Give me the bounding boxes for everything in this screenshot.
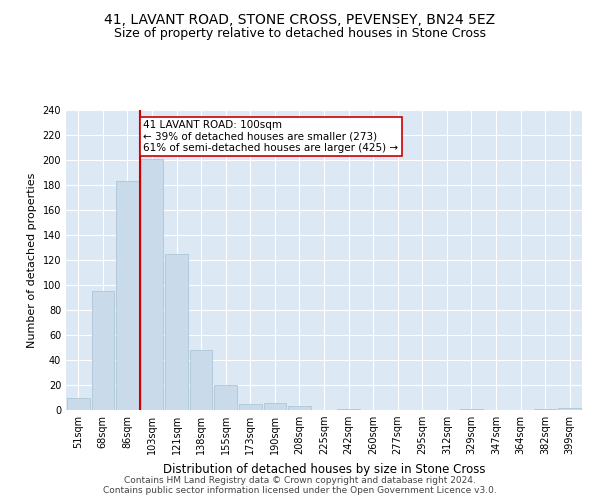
Bar xyxy=(92,291,114,410)
Bar xyxy=(67,398,89,410)
Text: Contains public sector information licensed under the Open Government Licence v3: Contains public sector information licen… xyxy=(103,486,497,495)
Bar xyxy=(559,408,581,410)
Bar xyxy=(116,181,139,410)
Bar xyxy=(337,409,360,410)
Text: 41 LAVANT ROAD: 100sqm
← 39% of detached houses are smaller (273)
61% of semi-de: 41 LAVANT ROAD: 100sqm ← 39% of detached… xyxy=(143,120,398,153)
Bar xyxy=(214,385,237,410)
Bar xyxy=(288,406,311,410)
Bar xyxy=(534,409,556,410)
Text: Contains HM Land Registry data © Crown copyright and database right 2024.: Contains HM Land Registry data © Crown c… xyxy=(124,476,476,485)
Bar xyxy=(460,409,483,410)
Bar xyxy=(263,402,286,410)
Bar xyxy=(140,159,163,410)
Bar xyxy=(190,350,212,410)
Text: Size of property relative to detached houses in Stone Cross: Size of property relative to detached ho… xyxy=(114,28,486,40)
Text: 41, LAVANT ROAD, STONE CROSS, PEVENSEY, BN24 5EZ: 41, LAVANT ROAD, STONE CROSS, PEVENSEY, … xyxy=(104,12,496,26)
Bar xyxy=(165,254,188,410)
Y-axis label: Number of detached properties: Number of detached properties xyxy=(27,172,37,348)
X-axis label: Distribution of detached houses by size in Stone Cross: Distribution of detached houses by size … xyxy=(163,462,485,475)
Bar xyxy=(239,404,262,410)
